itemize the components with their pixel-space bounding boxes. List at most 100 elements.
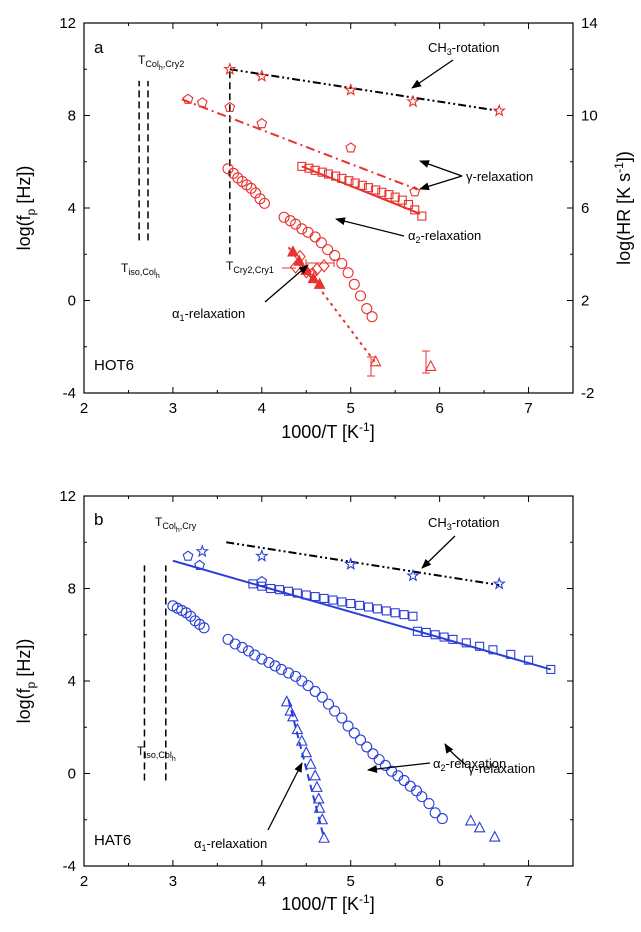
x-tick-label: 2 (80, 400, 88, 417)
data-point-square (275, 585, 285, 595)
y2-tick-label: 14 (581, 15, 598, 32)
data-point-square (344, 176, 354, 186)
data-point-square (363, 183, 374, 193)
y-axis-title-a: log(fp [Hz]) (14, 166, 38, 251)
panel-b: 2 3 4 5 6 7 -4 0 4 8 12 b HAT6 TColh,Cry Tiso,Col… (14, 488, 574, 914)
data-point-triangle (287, 710, 299, 722)
sample-label-hot6: HOT6 (94, 357, 134, 374)
x-tick-label: 2 (80, 873, 88, 890)
data-point-triangle (369, 355, 382, 367)
y-axis-ticks-a: -4 0 4 8 12 (59, 15, 90, 402)
panel-label-b: b (94, 510, 103, 529)
data-point-circle (242, 645, 255, 657)
data-point-star (255, 549, 269, 562)
data-point-triangle (291, 722, 304, 735)
data-point-square (304, 163, 314, 173)
y-tick-label: 8 (68, 581, 76, 598)
data-point-circle (282, 667, 295, 679)
data-point-circle (309, 685, 321, 697)
data-point-circle (278, 211, 290, 223)
data-point-square (390, 608, 400, 618)
data-point-square (317, 167, 327, 177)
data-point-circle (379, 759, 391, 771)
data-point-triangle (309, 769, 322, 781)
data-point-triangle (284, 704, 297, 716)
data-point-star (343, 82, 358, 96)
data-point-circle (322, 698, 335, 710)
fit-line (301, 165, 421, 215)
data-point-square (546, 664, 556, 674)
annotation-alpha1-a: α1-relaxation (172, 306, 245, 323)
data-point-square (390, 192, 400, 202)
data-point-square (323, 169, 334, 179)
data-point-square (372, 604, 382, 614)
x-axis-title-a: 1000/T [K-1] (281, 420, 374, 442)
data-point-circle (194, 618, 206, 630)
data-point-circle (354, 290, 367, 302)
x-tick-label: 6 (435, 400, 443, 417)
data-point-circle (316, 691, 328, 703)
data-point-square (371, 185, 381, 195)
data-point-circle (309, 231, 321, 243)
data-point-square (357, 180, 367, 190)
y2-tick-label: 6 (581, 200, 589, 217)
data-point-triangle (280, 695, 293, 707)
data-point-star (492, 576, 506, 590)
data-point-square (408, 611, 418, 621)
data-point-circle (256, 653, 268, 665)
y2-tick-label: -2 (581, 385, 594, 402)
y-tick-label: -4 (63, 858, 76, 875)
data-point-circle (348, 727, 360, 739)
data-point-triangle (312, 792, 325, 804)
data-point-circle (236, 641, 248, 654)
data-point-circle (329, 705, 341, 717)
arrow-ch3-a (411, 59, 454, 89)
data-point-square (350, 178, 360, 188)
data-point-star (406, 568, 420, 582)
transition-label-iso-col: Tiso,Colh (121, 261, 160, 280)
transition-label-cry2-cry1: TCry2,Cry1 (226, 259, 274, 275)
sample-label-hat6: HAT6 (94, 832, 131, 849)
data-point-star (223, 62, 237, 75)
data-point-square (384, 190, 394, 200)
data-point-pentagon (182, 550, 194, 561)
arrow-alpha2-b (367, 762, 431, 773)
arrow-alpha2-a (335, 217, 405, 237)
y-tick-label: 4 (68, 673, 76, 690)
y-tick-label: 8 (68, 108, 76, 125)
x-tick-label: 4 (258, 400, 266, 417)
data-point-square (523, 655, 534, 665)
data-point-circle (361, 741, 373, 753)
data-point-circle (366, 311, 378, 323)
data-point-pentagon (182, 93, 194, 104)
data-point-star (195, 544, 209, 558)
data-point-circle (296, 223, 308, 235)
x-tick-label: 6 (435, 873, 443, 890)
data-point-square (297, 161, 307, 171)
x-tick-label: 3 (169, 400, 177, 417)
plot-frame-b (83, 495, 574, 867)
data-points-b (167, 544, 556, 843)
annotation-gamma-b: γ-relaxation (468, 761, 535, 776)
data-point-square (337, 173, 347, 183)
x-axis-ticks-b: 2 3 4 5 6 7 (80, 496, 574, 890)
annotation-ch3-rotation-a: CH3-rotation (428, 40, 500, 57)
x-axis-ticks-a: 2 3 4 5 6 7 (80, 23, 574, 417)
data-point-square (337, 597, 347, 607)
data-point-square (266, 583, 276, 594)
fit-line (226, 541, 500, 587)
data-point-square (328, 595, 338, 605)
data-point-triangle (488, 830, 501, 842)
data-point-triangle (304, 757, 317, 769)
data-point-circle (342, 267, 354, 279)
arrow-gamma-b (444, 743, 467, 766)
data-point-square (310, 165, 320, 175)
data-point-circle (258, 197, 271, 209)
x-tick-label: 4 (258, 873, 266, 890)
transition-label-iso-col-b: Tiso,Colh (137, 744, 176, 763)
data-point-pentagon (256, 575, 268, 587)
data-point-square (292, 588, 302, 598)
data-point-circle (361, 303, 373, 315)
arrow-gamma-a-1 (419, 175, 463, 191)
